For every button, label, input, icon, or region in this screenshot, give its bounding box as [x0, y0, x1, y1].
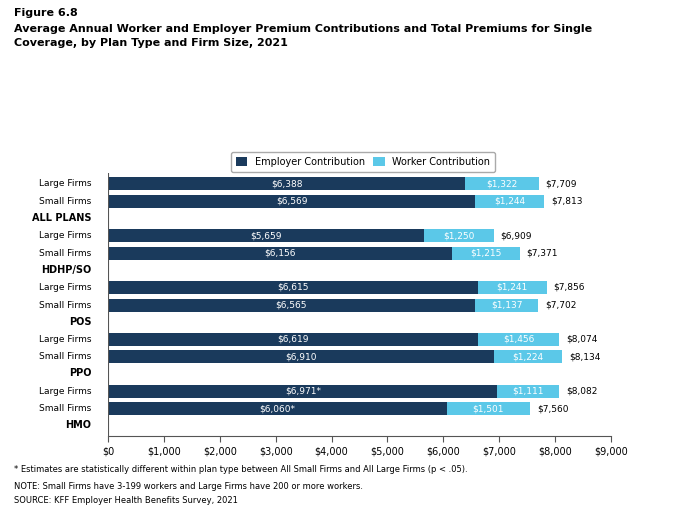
Text: Small Firms: Small Firms [39, 301, 91, 310]
Text: $1,137: $1,137 [491, 301, 522, 310]
Text: $1,111: $1,111 [513, 387, 544, 396]
Text: $6,156: $6,156 [265, 249, 296, 258]
Text: $6,615: $6,615 [277, 283, 309, 292]
Text: $1,244: $1,244 [494, 197, 526, 206]
Bar [452, 247, 520, 260]
Text: Large Firms: Large Firms [39, 283, 91, 292]
Text: SOURCE: KFF Employer Health Benefits Survey, 2021: SOURCE: KFF Employer Health Benefits Sur… [14, 496, 238, 505]
Text: $7,560: $7,560 [537, 404, 569, 413]
Text: POS: POS [69, 317, 91, 327]
Text: Small Firms: Small Firms [39, 197, 91, 206]
Text: $8,074: $8,074 [566, 335, 597, 344]
Text: $7,856: $7,856 [554, 283, 585, 292]
Bar [108, 299, 475, 311]
Text: HDHP/SO: HDHP/SO [41, 265, 91, 275]
Bar [494, 351, 563, 363]
Bar [475, 299, 538, 311]
Text: $6,060*: $6,060* [260, 404, 295, 413]
Text: $8,134: $8,134 [569, 352, 600, 362]
Bar [498, 385, 560, 397]
Text: $5,659: $5,659 [251, 231, 282, 240]
Bar [108, 281, 477, 294]
Text: $1,501: $1,501 [473, 404, 504, 413]
Text: $6,909: $6,909 [500, 231, 532, 240]
Text: $7,371: $7,371 [526, 249, 558, 258]
Text: Average Annual Worker and Employer Premium Contributions and Total Premiums for : Average Annual Worker and Employer Premi… [14, 24, 592, 48]
Text: $1,250: $1,250 [443, 231, 475, 240]
Bar [108, 229, 424, 242]
Bar [108, 195, 475, 208]
Bar [424, 229, 494, 242]
Text: $7,702: $7,702 [545, 301, 577, 310]
Text: ALL PLANS: ALL PLANS [32, 213, 91, 223]
Text: $6,619: $6,619 [277, 335, 309, 344]
Text: $6,388: $6,388 [271, 179, 302, 188]
Text: Small Firms: Small Firms [39, 352, 91, 362]
Bar [108, 247, 452, 260]
Bar [478, 333, 559, 346]
Bar [108, 351, 494, 363]
Text: $7,709: $7,709 [545, 179, 577, 188]
Text: $1,224: $1,224 [512, 352, 544, 362]
Text: $6,569: $6,569 [276, 197, 307, 206]
Text: Large Firms: Large Firms [39, 231, 91, 240]
Text: PPO: PPO [69, 369, 91, 379]
Bar [108, 385, 498, 397]
Text: Small Firms: Small Firms [39, 249, 91, 258]
Text: $7,813: $7,813 [551, 197, 583, 206]
Text: Figure 6.8: Figure 6.8 [14, 8, 77, 18]
Text: Large Firms: Large Firms [39, 179, 91, 188]
Legend: Employer Contribution, Worker Contribution: Employer Contribution, Worker Contributi… [231, 152, 495, 172]
Text: $1,456: $1,456 [503, 335, 534, 344]
Bar [475, 195, 544, 208]
Text: $6,971*: $6,971* [285, 387, 321, 396]
Text: $1,215: $1,215 [470, 249, 502, 258]
Text: Small Firms: Small Firms [39, 404, 91, 413]
Bar [447, 402, 530, 415]
Bar [108, 177, 465, 190]
Text: HMO: HMO [66, 421, 91, 430]
Text: $8,082: $8,082 [566, 387, 597, 396]
Text: * Estimates are statistically different within plan type between All Small Firms: * Estimates are statistically different … [14, 465, 468, 474]
Text: NOTE: Small Firms have 3-199 workers and Large Firms have 200 or more workers.: NOTE: Small Firms have 3-199 workers and… [14, 482, 363, 491]
Text: $1,241: $1,241 [496, 283, 528, 292]
Text: Large Firms: Large Firms [39, 387, 91, 396]
Text: $1,322: $1,322 [487, 179, 517, 188]
Bar [477, 281, 547, 294]
Text: $6,565: $6,565 [276, 301, 307, 310]
Bar [465, 177, 539, 190]
Text: $6,910: $6,910 [285, 352, 317, 362]
Bar [108, 333, 478, 346]
Bar [108, 402, 447, 415]
Text: Large Firms: Large Firms [39, 335, 91, 344]
